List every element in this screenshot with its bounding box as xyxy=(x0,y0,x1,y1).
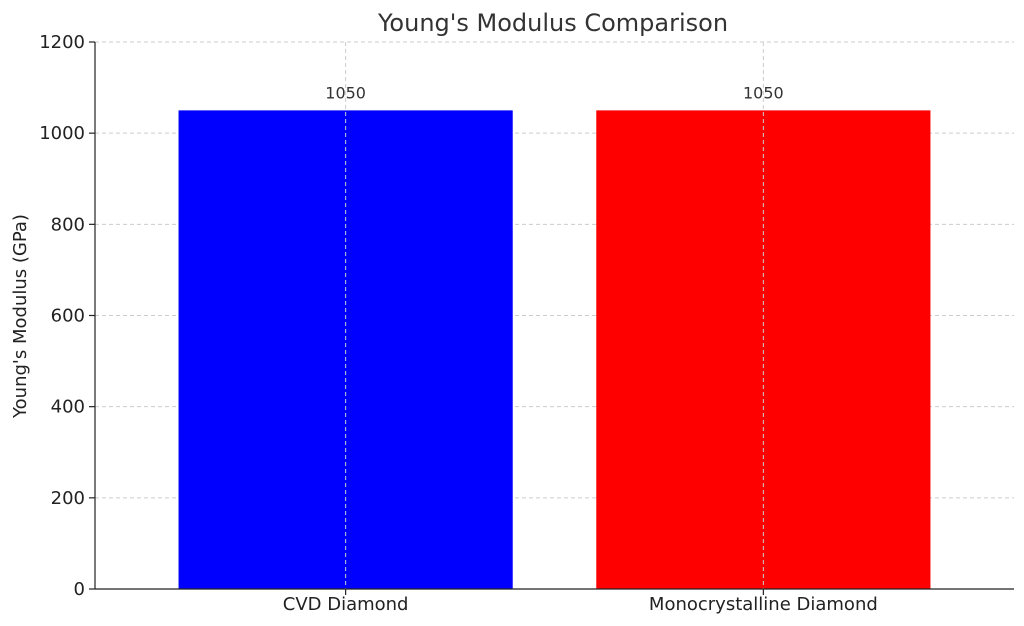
x-tick-label: CVD Diamond xyxy=(283,594,409,615)
bars-layer xyxy=(178,110,931,589)
y-axis-label: Young's Modulus (GPa) xyxy=(10,214,31,419)
chart-title: Young's Modulus Comparison xyxy=(377,9,728,37)
labels-layer: 0 200 400 600 800 1000 1200 1050 CVD Diamond 1050… xyxy=(39,32,878,615)
x-tick-label: Monocrystalline Diamond xyxy=(649,594,878,615)
bar-value-label: 1050 xyxy=(325,83,366,102)
y-tick-label: 400 xyxy=(51,397,85,418)
bar-value-label: 1050 xyxy=(743,83,784,102)
vertical-grid-layer xyxy=(345,42,764,589)
y-tick-label: 200 xyxy=(51,488,85,509)
y-tick-label: 1000 xyxy=(39,123,85,144)
y-tick-label: 600 xyxy=(51,306,85,327)
y-tick-label: 0 xyxy=(74,579,85,600)
y-tick-label: 1200 xyxy=(39,32,85,53)
y-tick-label: 800 xyxy=(51,214,85,235)
axes-layer xyxy=(89,41,1014,595)
